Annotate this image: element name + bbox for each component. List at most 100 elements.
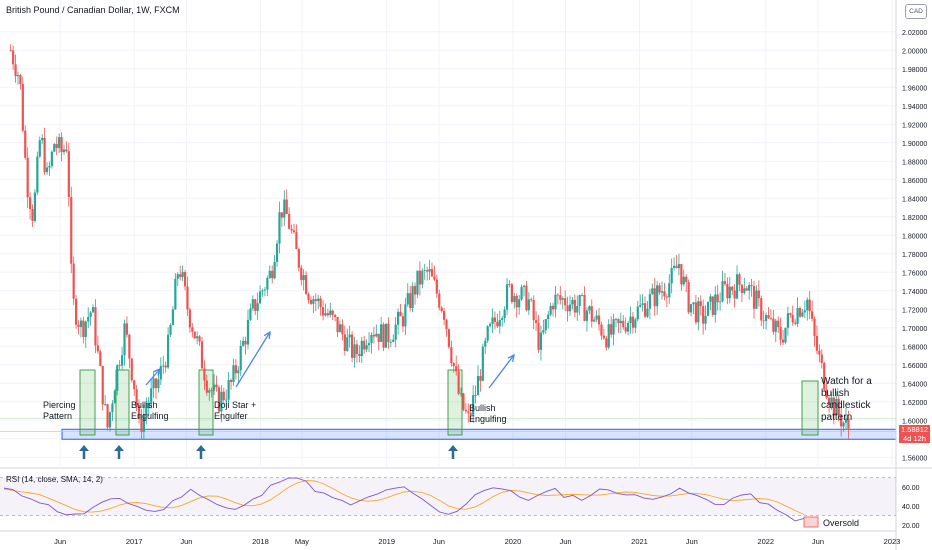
- candle-body: [135, 389, 138, 406]
- candle-body: [430, 269, 434, 277]
- candle-body: [530, 299, 533, 301]
- candle-body: [45, 167, 49, 173]
- candle-body: [830, 397, 833, 405]
- currency-button[interactable]: CAD: [905, 4, 927, 19]
- time-tick-label: Jun: [54, 537, 66, 546]
- candle-body: [493, 317, 497, 322]
- candle-body: [67, 151, 70, 198]
- up-arrow-marker: [448, 445, 458, 459]
- candle-body: [811, 311, 814, 319]
- candle-body: [295, 232, 298, 250]
- candle-body: [847, 418, 850, 430]
- candle-body: [648, 294, 651, 309]
- trend-arrow: [145, 367, 161, 386]
- candle-body: [58, 137, 61, 149]
- candle-body: [123, 323, 126, 356]
- candle-body: [692, 302, 695, 305]
- candle-body: [203, 368, 206, 381]
- candle-body: [789, 313, 792, 315]
- price-tick-label: 1.94000: [902, 104, 927, 111]
- candle-body: [818, 350, 821, 355]
- candle-body: [433, 276, 436, 280]
- candle-body: [706, 301, 710, 316]
- candle-body: [636, 306, 639, 320]
- candle-body: [280, 212, 283, 218]
- candle-body: [210, 390, 213, 392]
- candle-body: [426, 270, 429, 272]
- candle-body: [827, 397, 831, 405]
- candle-body: [597, 315, 601, 325]
- candle-body: [551, 305, 555, 310]
- rsi-line: [3, 477, 805, 522]
- candle-body: [651, 288, 654, 295]
- candle-body: [249, 308, 252, 320]
- time-axis: Jun 2017 Jun 2018 May 2019 Jun 2020 Jun 2021 Jun 20…: [54, 537, 900, 546]
- candle-body: [372, 334, 375, 337]
- candle-body: [416, 270, 419, 295]
- candle-body: [522, 285, 526, 288]
- candle-body: [79, 320, 83, 327]
- oversold-marker-box: [803, 516, 819, 528]
- candle-body: [556, 294, 559, 296]
- candle-body: [116, 365, 119, 391]
- candle-body: [786, 313, 789, 328]
- candle-body: [760, 298, 763, 321]
- candle-body: [220, 391, 223, 412]
- candle-body: [496, 321, 499, 327]
- candle-body: [106, 404, 109, 428]
- last-price-countdown: 4d 12h: [903, 434, 926, 443]
- chart-title: British Pound / Canadian Dollar, 1W, FXC…: [6, 5, 180, 15]
- candle-body: [28, 197, 32, 210]
- pattern-highlight-box: [115, 369, 130, 436]
- candle-body: [547, 314, 550, 320]
- candle-body: [844, 418, 848, 423]
- arrow-tip: [196, 445, 206, 451]
- candle-body: [389, 341, 392, 343]
- rsi-indicator-label[interactable]: RSI (14, close, SMA, 14, 2): [6, 475, 103, 484]
- candle-body: [324, 313, 327, 316]
- pattern-highlight-box: [801, 380, 819, 436]
- candle-body: [147, 402, 150, 409]
- candle-body: [365, 345, 368, 350]
- candle-body: [217, 387, 221, 412]
- candle-body: [19, 74, 22, 85]
- candle-body: [278, 212, 281, 244]
- candle-body: [188, 309, 191, 328]
- candle-body: [404, 304, 407, 327]
- candle-body: [74, 298, 78, 325]
- candle-body: [624, 327, 627, 332]
- candle-body: [474, 395, 477, 396]
- up-arrow-marker: [114, 445, 124, 459]
- last-price-tag: 1.58812 4d 12h: [899, 425, 930, 443]
- candle-body: [554, 294, 557, 310]
- candle-body: [631, 316, 635, 328]
- candle-body: [815, 335, 819, 351]
- candle-body: [355, 344, 359, 355]
- price-tick-label: 1.90000: [902, 141, 927, 148]
- time-tick-label: 2021: [631, 537, 648, 546]
- candle-body: [321, 307, 325, 316]
- candle-body: [450, 347, 453, 364]
- candle-body: [447, 329, 451, 348]
- candle-body: [14, 64, 17, 77]
- candle-body: [813, 318, 816, 336]
- candle-body: [668, 283, 671, 298]
- candle-body: [457, 371, 460, 394]
- candle-body: [774, 320, 777, 332]
- price-tick-label: 1.88000: [902, 159, 927, 166]
- arrow-head: [507, 353, 515, 362]
- pattern-highlight-box: [79, 369, 96, 436]
- candle-body: [757, 290, 760, 299]
- time-tick-label: Jun: [433, 537, 445, 546]
- price-tick-label: 1.86000: [902, 178, 927, 185]
- candle-body: [300, 267, 303, 281]
- candle-body: [639, 304, 642, 307]
- support-zone: [61, 428, 897, 440]
- candle-body: [108, 412, 112, 428]
- candle-body: [835, 398, 838, 416]
- price-tick-label: 1.62000: [902, 400, 927, 407]
- candle-body: [271, 270, 274, 279]
- candle-body: [346, 337, 349, 351]
- candle-body: [663, 291, 666, 297]
